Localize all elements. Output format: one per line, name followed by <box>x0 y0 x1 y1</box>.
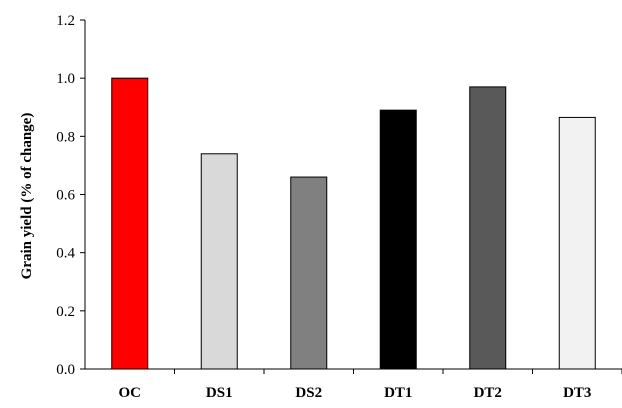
bar-ds1 <box>200 153 238 370</box>
x-tick-label: DT3 <box>563 385 591 401</box>
bar-dt1 <box>379 109 417 370</box>
y-tick-label: 0.2 <box>56 304 75 320</box>
y-tick-label: 0.4 <box>56 246 75 262</box>
x-tick-label: DS1 <box>206 385 233 401</box>
x-tick-label: DS2 <box>295 385 322 401</box>
bar-dt2 <box>469 86 507 370</box>
y-tick-label: 0.0 <box>56 362 75 378</box>
bar-oc <box>111 77 149 370</box>
y-tick-label: 1.0 <box>56 71 75 87</box>
axes-layer: 0.0 0.2 0.4 0.6 0.8 1.0 1.2 OC DS1 DS2 DT1 DT2 DT3 <box>56 13 622 401</box>
y-tick-label: 0.8 <box>56 129 75 145</box>
y-axis-title: Grain yield (% of change) <box>19 113 35 280</box>
y-tick-label: 0.6 <box>56 188 75 204</box>
x-tick-label: DT1 <box>384 385 412 401</box>
bars-layer <box>111 77 596 370</box>
bar-ds2 <box>290 176 328 370</box>
x-tick-label: DT2 <box>474 385 502 401</box>
y-tick-label: 1.2 <box>56 13 75 29</box>
x-tick-label: OC <box>119 385 142 401</box>
bar-dt3 <box>558 116 596 370</box>
